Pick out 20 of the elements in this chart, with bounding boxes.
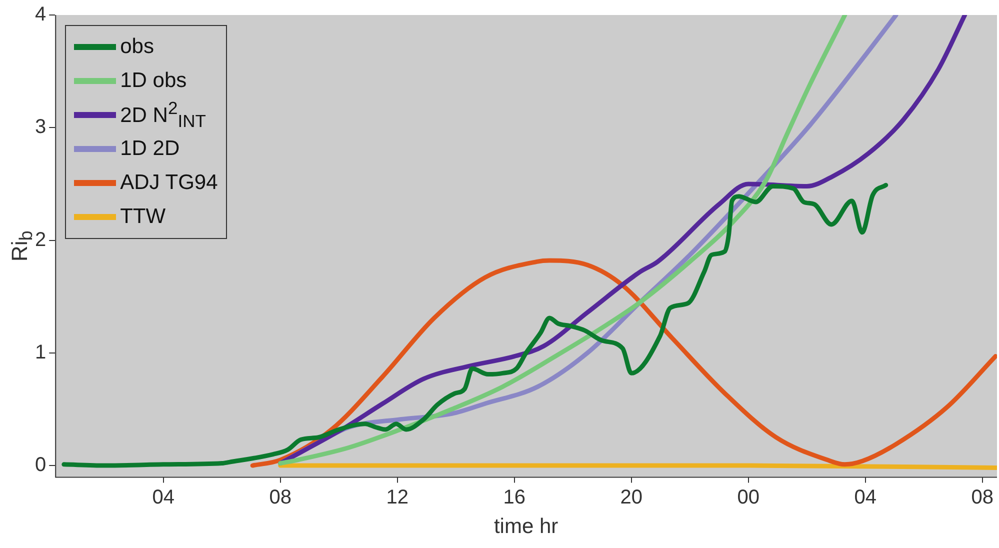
y-tick-label: 4 [35,4,46,26]
y-tick-label: 0 [35,454,46,476]
x-tick-label: 20 [620,486,642,508]
x-tick-label: 08 [269,486,292,508]
y-tick-label: 1 [35,341,46,364]
legend-label: obs [120,35,154,58]
x-tick-label: 04 [152,486,174,508]
legend-label: 1D obs [120,69,187,92]
line-series [250,258,997,468]
y-tick-label: 3 [35,116,46,138]
legend-label: TTW [120,205,166,228]
legend-label: ADJ TG94 [120,171,218,194]
x-tick-label: 12 [386,486,408,508]
x-tick-label: 08 [971,486,994,508]
x-axis-title: time hr [494,515,558,538]
y-tick-label: 2 [35,228,46,251]
x-tick-label: 16 [503,486,526,508]
x-tick-label: 00 [737,486,760,508]
legend-label: 1D 2D [120,137,180,160]
x-tick-label: 04 [854,486,876,508]
